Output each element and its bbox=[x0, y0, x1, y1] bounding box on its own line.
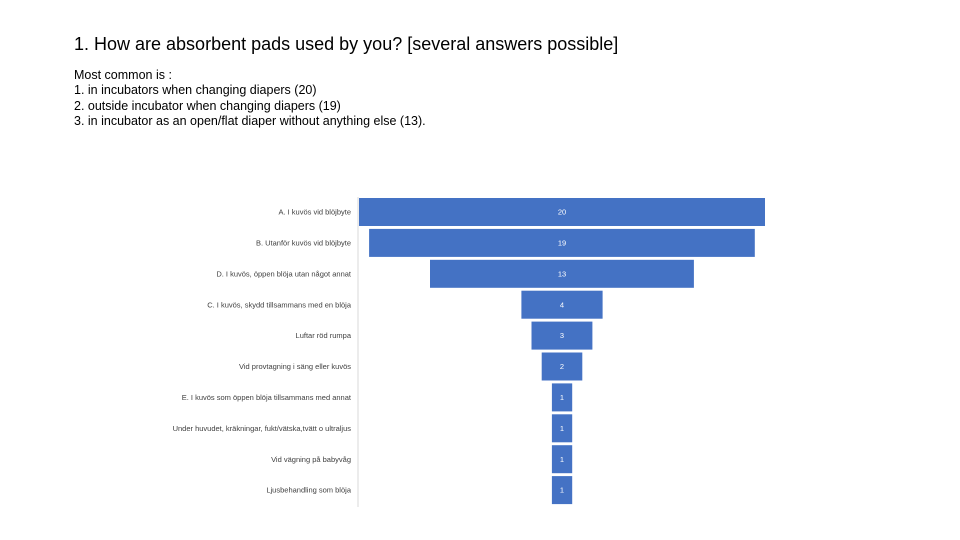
category-label: B. Utanför kuvös vid blöjbyte bbox=[256, 239, 351, 248]
data-label: 1 bbox=[560, 455, 564, 464]
data-label: 1 bbox=[560, 393, 564, 402]
category-label: Vid provtagning i säng eller kuvös bbox=[239, 362, 351, 371]
data-label: 1 bbox=[560, 424, 564, 433]
summary-item-1: 1. in incubators when changing diapers (… bbox=[74, 83, 317, 98]
funnel-bar bbox=[551, 476, 573, 505]
summary-item-3: 3. in incubator as an open/flat diaper w… bbox=[74, 114, 426, 129]
data-label: 3 bbox=[560, 331, 564, 340]
data-label: 1 bbox=[560, 486, 564, 495]
data-label: 13 bbox=[558, 269, 566, 278]
funnel-bar bbox=[551, 445, 573, 474]
summary-heading: Most common is : bbox=[74, 68, 172, 82]
funnel-bar bbox=[541, 352, 583, 381]
summary-item-2: 2. outside incubator when changing diape… bbox=[74, 98, 341, 113]
data-label: 19 bbox=[558, 239, 566, 248]
category-label: E. I kuvös som öppen blöja tillsammans m… bbox=[182, 393, 352, 402]
funnel-bar bbox=[551, 414, 573, 443]
data-label: 20 bbox=[558, 208, 566, 217]
category-label: C. I kuvös, skydd tillsammans med en blö… bbox=[207, 300, 352, 309]
funnel-bar bbox=[430, 259, 694, 288]
category-label: Luftar röd rumpa bbox=[296, 331, 352, 340]
category-label: D. I kuvös, öppen blöja utan något annat bbox=[216, 269, 352, 278]
funnel-bar bbox=[369, 228, 755, 257]
funnel-bar bbox=[521, 290, 603, 319]
category-label: A. I kuvös vid blöjbyte bbox=[278, 208, 351, 217]
slide-title: 1. How are absorbent pads used by you? [… bbox=[74, 34, 619, 54]
data-label: 4 bbox=[560, 300, 564, 309]
summary-text: Most common is : 1. in incubators when c… bbox=[74, 68, 426, 130]
category-label: Under huvudet, kräkningar, fukt/vätska,t… bbox=[173, 424, 352, 433]
funnel-bar bbox=[359, 198, 765, 226]
funnel-bar bbox=[551, 383, 573, 412]
data-label: 2 bbox=[560, 362, 564, 371]
funnel-bar bbox=[531, 321, 593, 350]
category-label: Vid vägning på babyvåg bbox=[271, 455, 351, 464]
category-label: Ljusbehandling som blöja bbox=[266, 486, 351, 495]
